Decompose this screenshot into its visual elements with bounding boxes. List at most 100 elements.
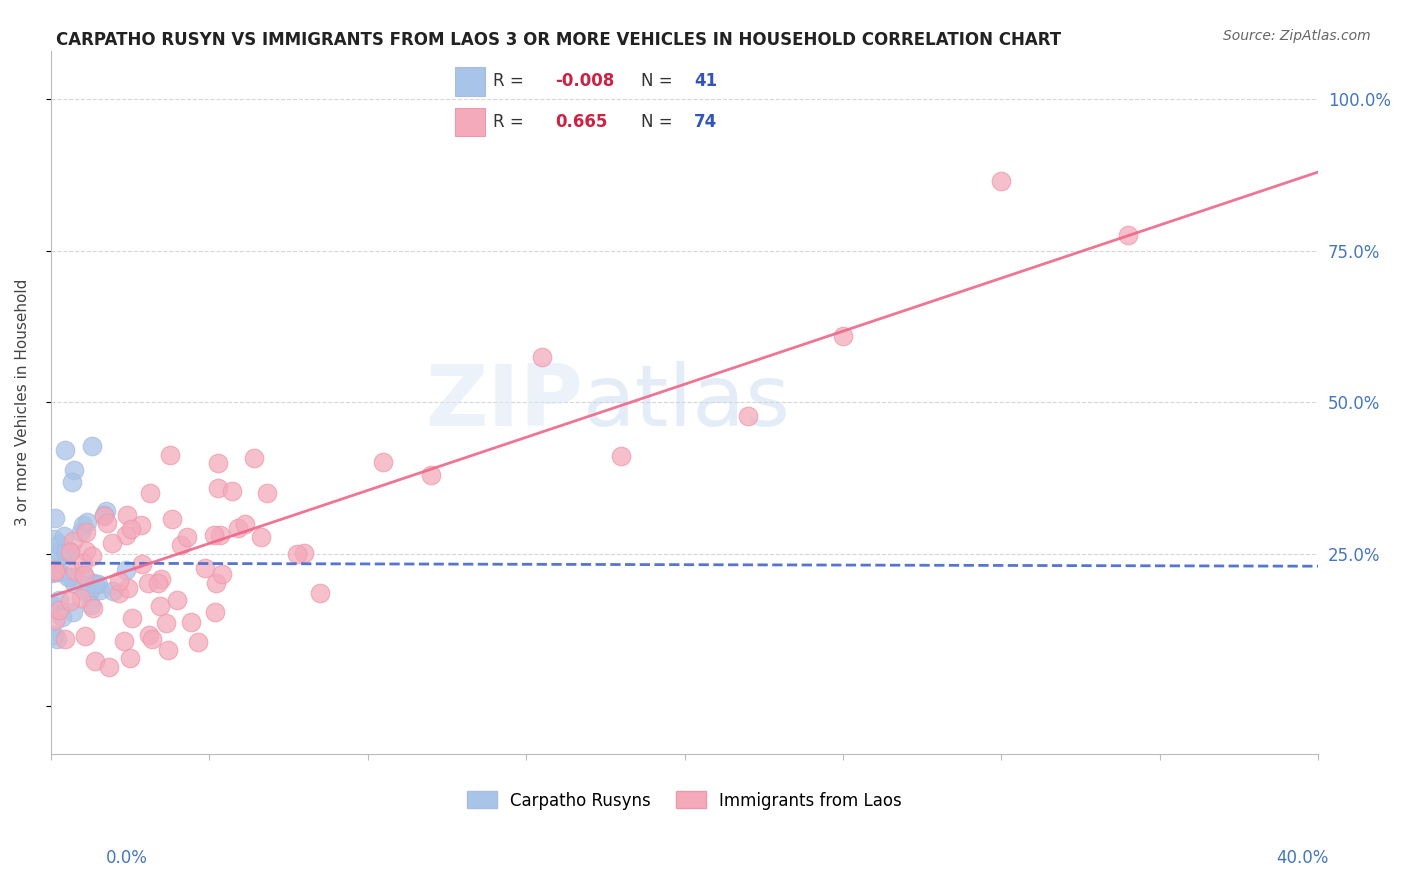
Point <box>48 565 70 579</box>
Point <box>98 660 121 674</box>
Point <box>48 544 70 558</box>
Point <box>139 486 162 500</box>
Point <box>207 456 229 470</box>
Point <box>41 566 63 581</box>
Point <box>44 565 66 579</box>
Point <box>52 529 75 543</box>
Point <box>233 516 256 531</box>
Point <box>59 545 82 559</box>
Point <box>108 586 131 600</box>
Point <box>610 449 633 463</box>
Point <box>115 563 138 577</box>
Point <box>55 544 77 558</box>
Point <box>77 585 100 599</box>
Point <box>96 516 118 531</box>
Point <box>159 448 181 462</box>
Point <box>44 532 66 546</box>
Text: 40.0%: 40.0% <box>1277 849 1329 867</box>
Point <box>990 173 1012 187</box>
Point <box>309 586 332 600</box>
Point <box>75 524 97 539</box>
Point <box>112 633 135 648</box>
Point <box>256 485 278 500</box>
Point <box>73 629 96 643</box>
Point <box>75 544 97 558</box>
Point <box>44 563 66 577</box>
Point <box>51 610 73 624</box>
Point <box>70 524 93 539</box>
Point <box>209 528 232 542</box>
Point <box>131 557 153 571</box>
Point <box>285 547 308 561</box>
Point <box>82 440 104 454</box>
Point <box>62 534 84 549</box>
Point <box>53 442 76 457</box>
Point <box>80 549 103 563</box>
Point <box>204 605 226 619</box>
Point <box>94 504 117 518</box>
Text: 0.0%: 0.0% <box>105 849 148 867</box>
Point <box>53 545 76 559</box>
Point <box>60 475 83 489</box>
Point <box>108 574 131 588</box>
Point <box>44 564 66 578</box>
Point <box>63 564 86 578</box>
Point <box>1116 228 1139 243</box>
Point <box>59 569 82 583</box>
Point <box>117 582 139 596</box>
Point <box>42 628 65 642</box>
Point <box>737 409 759 423</box>
Point <box>121 610 143 624</box>
Point <box>530 351 553 365</box>
Point <box>187 635 209 649</box>
Point <box>84 576 107 591</box>
Point <box>138 628 160 642</box>
Point <box>84 654 107 668</box>
Point <box>58 569 80 583</box>
Point <box>73 570 96 584</box>
Point <box>72 518 94 533</box>
Point <box>93 508 115 523</box>
Point <box>120 523 142 537</box>
Point <box>242 451 264 466</box>
Point <box>93 508 115 523</box>
Point <box>292 546 315 560</box>
Point <box>76 515 98 529</box>
Point <box>202 528 225 542</box>
Point <box>194 561 217 575</box>
Point <box>211 566 233 581</box>
Point <box>117 508 139 523</box>
Point <box>44 613 66 627</box>
Point <box>101 536 124 550</box>
Point <box>149 599 172 613</box>
Point <box>48 537 70 551</box>
Point <box>371 455 394 469</box>
Point <box>82 601 104 615</box>
Point <box>832 329 855 343</box>
Text: CARPATHO RUSYN VS IMMIGRANTS FROM LAOS 3 OR MORE VEHICLES IN HOUSEHOLD CORRELATI: CARPATHO RUSYN VS IMMIGRANTS FROM LAOS 3… <box>56 31 1062 49</box>
Text: atlas: atlas <box>583 361 792 444</box>
Point <box>148 576 170 591</box>
Point <box>228 521 250 535</box>
Point <box>87 576 110 591</box>
Point <box>115 528 138 542</box>
Point <box>59 594 82 608</box>
Point <box>62 575 84 590</box>
Point <box>160 512 183 526</box>
Point <box>62 605 84 619</box>
Point <box>63 463 86 477</box>
Point <box>44 511 66 525</box>
Point <box>45 560 67 574</box>
Point <box>53 632 76 646</box>
Point <box>205 575 228 590</box>
Point <box>70 591 93 605</box>
Point <box>82 576 104 591</box>
Point <box>155 615 177 630</box>
Point <box>46 549 69 564</box>
Point <box>48 593 70 607</box>
Y-axis label: 3 or more Vehicles in Household: 3 or more Vehicles in Household <box>15 279 30 526</box>
Point <box>156 642 179 657</box>
Point <box>75 585 97 599</box>
Point <box>180 615 202 629</box>
Point <box>176 530 198 544</box>
